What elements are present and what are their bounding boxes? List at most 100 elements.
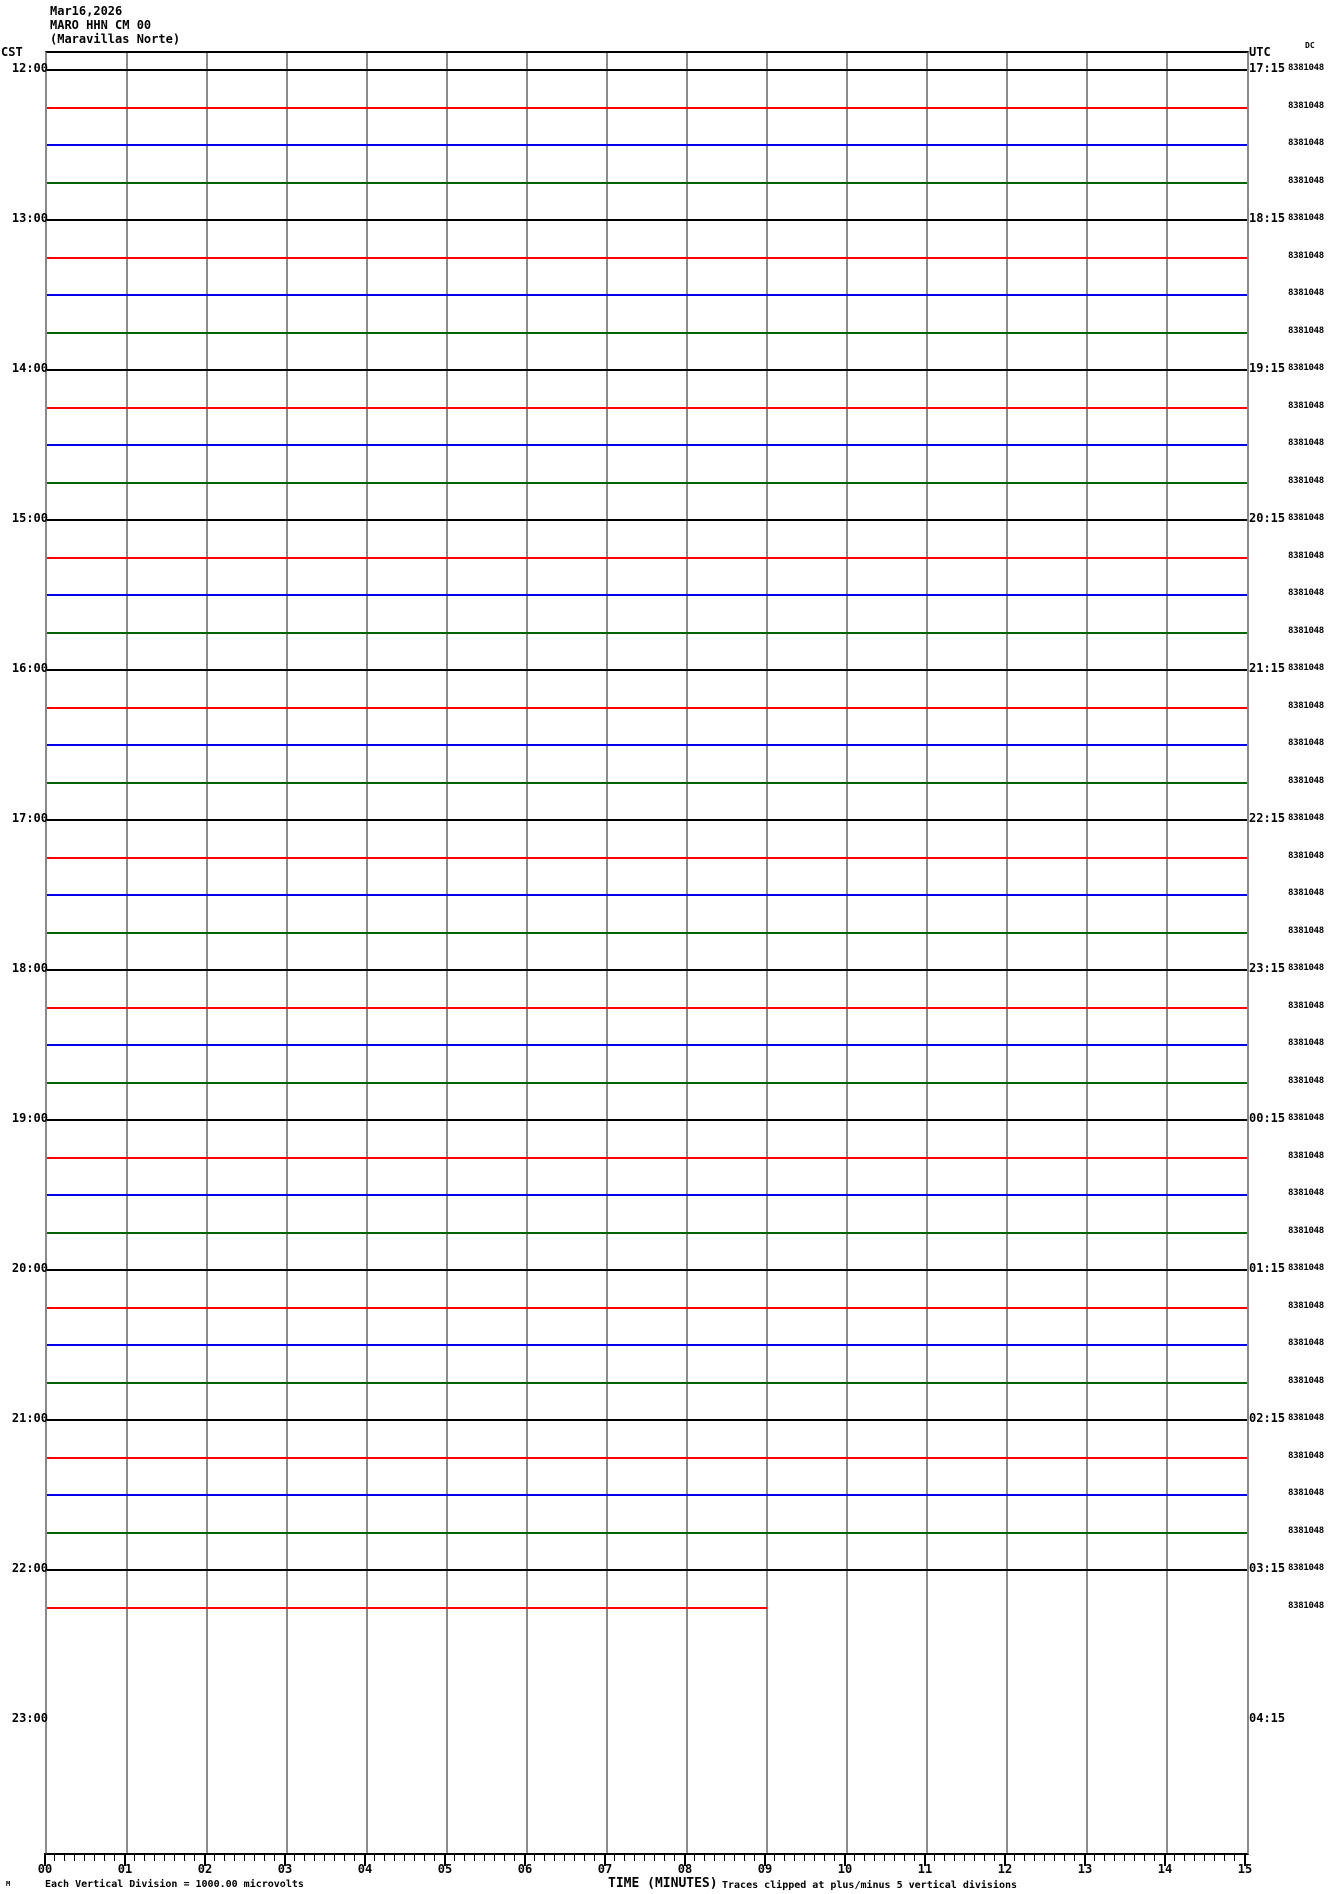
minute-gridline bbox=[286, 53, 288, 1853]
minute-label: 07 bbox=[597, 1862, 613, 1876]
trace-1630 bbox=[47, 744, 1247, 746]
trace-1645 bbox=[47, 781, 1247, 784]
minor-tick bbox=[64, 1853, 65, 1861]
minor-tick bbox=[354, 1853, 355, 1861]
minor-tick bbox=[934, 1853, 935, 1861]
major-tick bbox=[44, 1853, 46, 1866]
minute-label: 05 bbox=[437, 1862, 453, 1876]
major-tick bbox=[124, 1853, 126, 1866]
minor-tick bbox=[1054, 1853, 1055, 1861]
utc-hour-label: 21:15 bbox=[1249, 661, 1286, 675]
minor-tick bbox=[224, 1853, 225, 1861]
minor-tick bbox=[964, 1853, 965, 1861]
minute-gridline bbox=[1086, 53, 1088, 1853]
minor-tick bbox=[1144, 1853, 1145, 1861]
dc-value: 8381048 bbox=[1288, 813, 1324, 823]
utc-hour-label: 00:15 bbox=[1249, 1111, 1286, 1125]
minor-tick bbox=[304, 1853, 305, 1861]
trace-1515 bbox=[47, 556, 1247, 559]
utc-hour-label: 17:15 bbox=[1249, 61, 1286, 75]
minor-tick bbox=[384, 1853, 385, 1861]
trace-2130 bbox=[47, 1494, 1247, 1496]
minor-tick bbox=[1094, 1853, 1095, 1861]
dc-value: 8381048 bbox=[1288, 1225, 1324, 1236]
dc-value: 8381048 bbox=[1288, 138, 1324, 148]
trace-1715 bbox=[47, 856, 1247, 859]
minor-tick bbox=[864, 1853, 865, 1861]
minor-tick bbox=[1014, 1853, 1015, 1861]
dc-value: 8381048 bbox=[1288, 175, 1324, 186]
dc-value: 8381048 bbox=[1288, 963, 1324, 973]
trace-1815 bbox=[47, 1006, 1247, 1009]
dc-value: 8381048 bbox=[1288, 625, 1324, 636]
cst-hour-label: 19:00 bbox=[11, 1111, 48, 1125]
trace-1200 bbox=[47, 69, 1247, 71]
dc-value: 8381048 bbox=[1288, 325, 1324, 336]
minor-tick bbox=[234, 1853, 235, 1861]
minor-tick bbox=[804, 1853, 805, 1861]
dc-value: 8381048 bbox=[1288, 1488, 1324, 1498]
minor-tick bbox=[794, 1853, 795, 1861]
minor-tick bbox=[904, 1853, 905, 1861]
cst-hour-label: 14:00 bbox=[11, 361, 48, 375]
minute-gridline bbox=[766, 53, 768, 1853]
minor-tick bbox=[264, 1853, 265, 1861]
utc-hour-label: 23:15 bbox=[1249, 961, 1286, 975]
minor-tick bbox=[1184, 1853, 1185, 1861]
dc-value: 8381048 bbox=[1288, 1563, 1324, 1573]
major-tick bbox=[684, 1853, 686, 1866]
minute-label: 12 bbox=[997, 1862, 1013, 1876]
minor-tick bbox=[734, 1853, 735, 1861]
minor-tick bbox=[574, 1853, 575, 1861]
trace-1745 bbox=[47, 931, 1247, 934]
trace-1330 bbox=[47, 294, 1247, 296]
trace-1930 bbox=[47, 1194, 1247, 1196]
minor-tick bbox=[1074, 1853, 1075, 1861]
minor-tick bbox=[484, 1853, 485, 1861]
minor-tick bbox=[1104, 1853, 1105, 1861]
minute-label: 14 bbox=[1157, 1862, 1173, 1876]
utc-hour-label: 18:15 bbox=[1249, 211, 1286, 225]
utc-hour-label: 01:15 bbox=[1249, 1261, 1286, 1275]
trace-1915 bbox=[47, 1156, 1247, 1159]
minor-tick bbox=[814, 1853, 815, 1861]
minor-tick bbox=[94, 1853, 95, 1861]
minor-tick bbox=[1224, 1853, 1225, 1861]
trace-1230 bbox=[47, 144, 1247, 146]
minor-tick bbox=[1034, 1853, 1035, 1861]
major-tick bbox=[844, 1853, 846, 1866]
dc-value: 8381048 bbox=[1288, 400, 1324, 411]
minor-tick bbox=[374, 1853, 375, 1861]
dc-value: 8381048 bbox=[1288, 250, 1324, 261]
trace-1800 bbox=[47, 969, 1247, 971]
trace-1500 bbox=[47, 519, 1247, 521]
minor-tick bbox=[724, 1853, 725, 1861]
minor-tick bbox=[144, 1853, 145, 1861]
minute-label: 02 bbox=[197, 1862, 213, 1876]
minute-gridline bbox=[446, 53, 448, 1853]
minor-tick bbox=[174, 1853, 175, 1861]
minute-label: 15 bbox=[1237, 1862, 1253, 1876]
minute-label: 00 bbox=[37, 1862, 53, 1876]
dc-value: 8381048 bbox=[1288, 1000, 1324, 1011]
dc-value: 8381048 bbox=[1288, 700, 1324, 711]
minor-tick bbox=[194, 1853, 195, 1861]
minute-label: 09 bbox=[757, 1862, 773, 1876]
minor-tick bbox=[1114, 1853, 1115, 1861]
minor-tick bbox=[84, 1853, 85, 1861]
minor-tick bbox=[874, 1853, 875, 1861]
dc-value: 8381048 bbox=[1288, 1150, 1324, 1161]
utc-hour-label: 04:15 bbox=[1249, 1711, 1286, 1725]
minor-tick bbox=[314, 1853, 315, 1861]
minor-tick bbox=[404, 1853, 405, 1861]
minute-label: 08 bbox=[677, 1862, 693, 1876]
dc-value: 8381048 bbox=[1288, 475, 1324, 486]
major-tick bbox=[364, 1853, 366, 1866]
x-axis-title: TIME (MINUTES) bbox=[608, 1876, 718, 1891]
cst-hour-label: 22:00 bbox=[11, 1561, 48, 1575]
minor-tick bbox=[1134, 1853, 1135, 1861]
helicorder-plot bbox=[45, 51, 1249, 1855]
minor-tick bbox=[984, 1853, 985, 1861]
minute-gridline bbox=[926, 53, 928, 1853]
cst-hour-label: 20:00 bbox=[11, 1261, 48, 1275]
